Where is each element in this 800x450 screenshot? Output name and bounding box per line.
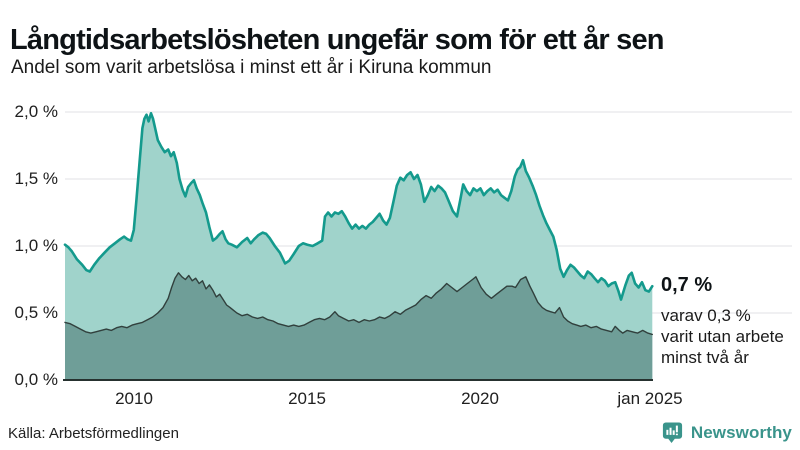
annotation-line: minst två år xyxy=(661,348,749,367)
y-tick-label: 1,5 % xyxy=(14,169,58,188)
x-tick-label: 2020 xyxy=(461,389,499,408)
y-tick-label: 2,0 % xyxy=(14,102,58,121)
newsworthy-bubble-chart-icon xyxy=(661,421,684,444)
annotation-line: varit utan arbete xyxy=(661,327,784,346)
series-two-years-line xyxy=(64,272,653,336)
newsworthy-logo: Newsworthy xyxy=(661,421,792,444)
annotation-line: varav 0,3 % xyxy=(661,306,751,325)
brand-name: Newsworthy xyxy=(690,422,792,442)
source-label: Källa: Arbetsförmedlingen xyxy=(8,425,179,442)
y-tick-label: 1,0 % xyxy=(14,236,58,255)
series-two-years-area xyxy=(65,272,653,380)
page-subtitle: Andel som varit arbetslösa i minst ett å… xyxy=(11,57,492,78)
annotation-text: varav 0,3 % varit utan arbete minst två … xyxy=(661,305,784,368)
series-total-line xyxy=(63,112,654,301)
y-tick-label: 0,0 % xyxy=(14,370,58,389)
end-value-label: 0,7 % xyxy=(661,274,713,296)
page-title: Långtidsarbetslösheten ungefär som för e… xyxy=(10,24,665,57)
x-tick-label: 2015 xyxy=(288,389,326,408)
y-tick-label: 0,5 % xyxy=(14,303,58,322)
x-tick-label: jan 2025 xyxy=(617,389,683,408)
x-tick-label: 2010 xyxy=(115,389,153,408)
